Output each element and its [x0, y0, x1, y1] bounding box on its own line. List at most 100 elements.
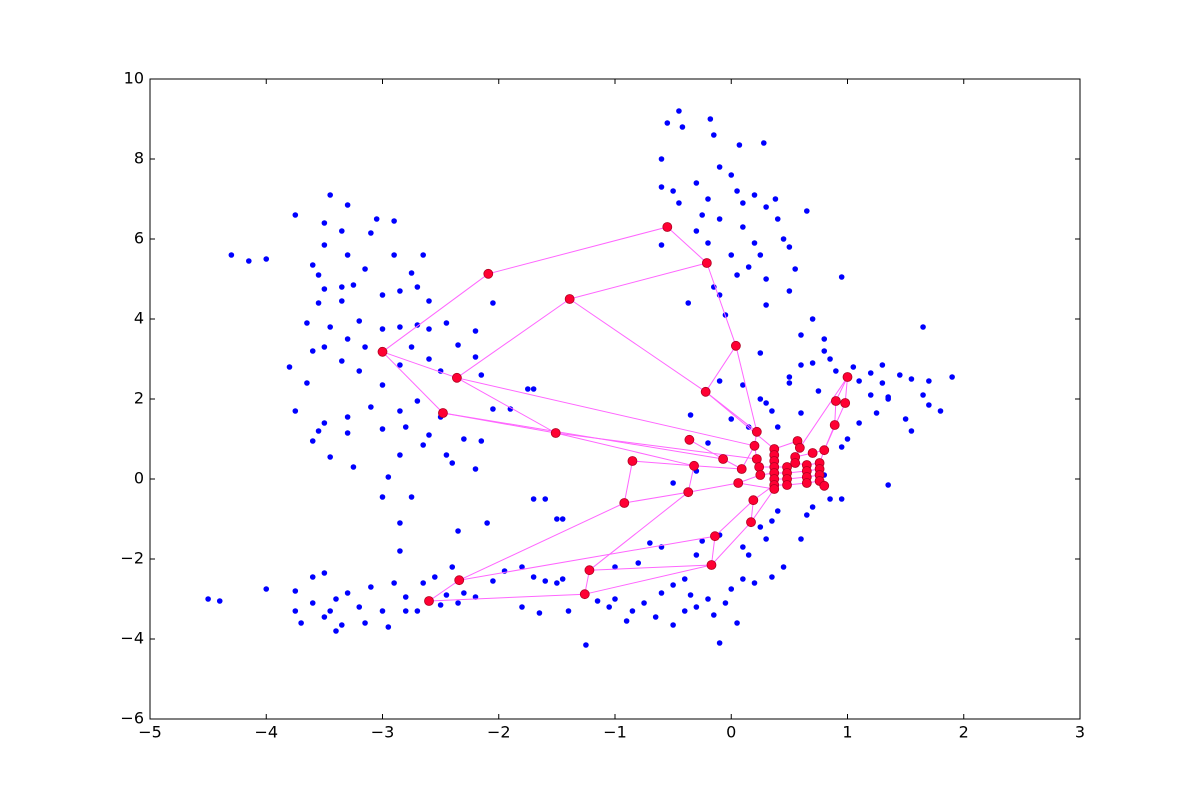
graph-node: [662, 222, 673, 232]
data-point: [780, 564, 787, 570]
data-point: [908, 376, 915, 382]
data-point: [804, 208, 810, 214]
data-point: [821, 336, 828, 342]
data-point: [437, 602, 444, 608]
data-point: [397, 324, 403, 330]
data-point: [420, 580, 426, 586]
data-point: [745, 264, 752, 270]
data-point: [833, 368, 839, 374]
data-point: [472, 328, 479, 334]
data-point: [461, 590, 467, 596]
data-point: [798, 332, 804, 338]
graph-edge: [459, 502, 625, 581]
data-point: [722, 600, 729, 606]
data-point: [490, 406, 496, 412]
data-point: [867, 392, 874, 398]
data-point: [309, 438, 316, 444]
data-point: [315, 428, 322, 434]
data-point: [734, 620, 740, 626]
data-point: [344, 414, 351, 420]
data-point: [309, 574, 316, 580]
data-point: [949, 374, 955, 380]
data-point: [368, 404, 374, 410]
graph-node: [746, 517, 756, 528]
data-point: [937, 408, 944, 414]
data-point: [850, 364, 857, 370]
data-point: [368, 230, 374, 236]
graph-node: [830, 396, 841, 406]
data-point: [402, 608, 409, 614]
graph-node: [689, 460, 699, 471]
data-point: [827, 496, 833, 502]
data-point: [449, 564, 456, 570]
data-point: [490, 578, 496, 584]
data-point: [681, 576, 688, 582]
data-point: [612, 596, 618, 602]
data-point: [472, 466, 479, 472]
graph-edge: [428, 579, 460, 602]
graph-edge: [688, 482, 739, 493]
data-point: [379, 426, 386, 432]
data-point: [699, 538, 705, 544]
data-point: [519, 604, 525, 610]
data-point: [757, 350, 764, 356]
data-point: [763, 276, 769, 282]
data-point: [705, 196, 711, 202]
data-point: [809, 360, 816, 366]
data-point: [838, 444, 845, 450]
graph-node: [684, 434, 695, 445]
y-tick-label: 6: [134, 229, 144, 248]
y-tick-label: −4: [120, 629, 144, 648]
data-point: [798, 536, 804, 542]
data-point: [362, 266, 368, 272]
data-point: [716, 164, 723, 170]
data-point: [368, 584, 374, 590]
graph-edge: [569, 262, 707, 300]
data-point: [751, 240, 758, 246]
data-point: [763, 204, 769, 210]
data-point: [408, 344, 415, 350]
data-point: [867, 370, 874, 376]
graph-node: [829, 420, 840, 430]
graph-node: [377, 346, 388, 357]
graph-node: [701, 258, 712, 268]
data-point: [681, 608, 688, 614]
data-point: [315, 300, 322, 306]
data-point: [455, 342, 461, 348]
data-point: [647, 540, 653, 546]
data-point: [530, 496, 537, 502]
data-point: [856, 420, 862, 426]
graph-node: [564, 294, 575, 304]
data-point: [530, 574, 537, 580]
data-point: [774, 216, 781, 222]
data-point: [339, 228, 345, 234]
graph-edge: [428, 593, 585, 602]
data-point: [763, 400, 769, 406]
data-point: [711, 612, 717, 618]
plot-area: [205, 108, 955, 648]
data-point: [705, 596, 711, 602]
x-tick-label: 2: [959, 723, 969, 742]
data-point: [472, 354, 479, 360]
data-point: [554, 516, 560, 522]
graph-edge: [584, 564, 712, 595]
data-point: [902, 416, 909, 422]
data-point: [292, 408, 299, 414]
data-point: [664, 120, 671, 126]
data-point: [809, 316, 816, 322]
graph-node: [736, 464, 747, 474]
graph-edge: [569, 298, 706, 393]
data-point: [565, 608, 572, 614]
data-point: [379, 326, 386, 332]
y-tick-label: 2: [134, 389, 144, 408]
data-point: [344, 202, 351, 208]
graph-edge: [459, 535, 716, 581]
data-point: [707, 116, 714, 122]
data-point: [321, 420, 328, 426]
data-point: [321, 220, 328, 226]
data-point: [484, 520, 490, 526]
data-point: [844, 436, 851, 442]
x-tick-label: −4: [254, 723, 278, 742]
data-point: [751, 192, 758, 198]
data-point: [525, 386, 531, 392]
